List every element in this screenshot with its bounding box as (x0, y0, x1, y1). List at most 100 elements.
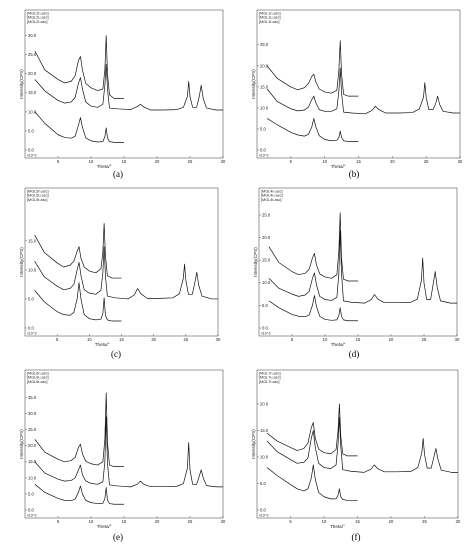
x-tick-label: 15 (356, 337, 361, 342)
y-tick-label: 25.0 (28, 427, 37, 432)
x-tick-label: 10 (322, 159, 327, 164)
series-line (266, 118, 359, 142)
y-axis-title: Intensity(CPS) (253, 247, 258, 277)
series-line (34, 484, 124, 505)
y-tick-label: 20.0 (260, 63, 269, 68)
y-tick-label: 20.0 (28, 443, 37, 448)
x-tick-label: 20 (389, 519, 394, 524)
x-tick-label: 20 (155, 159, 160, 164)
panel-label: (b) (349, 169, 360, 179)
x-tick-label: 15 (355, 519, 360, 524)
x-tick-label: 5 (57, 159, 60, 164)
x-tick-label: 5 (57, 519, 60, 524)
y-tick-label: 0.0 (260, 507, 266, 512)
y-tick-label: 30.0 (28, 33, 37, 38)
series-line (34, 246, 218, 300)
y-tick-label: 15.0 (260, 428, 269, 433)
y-tick-label: 20.0 (262, 235, 271, 240)
y-axis-title: Intensity(CPS) (19, 247, 24, 277)
y-tick-label: 30.0 (28, 411, 37, 416)
legend-entry: [MGL7u.asc] (259, 376, 281, 380)
plot-frame (258, 187, 458, 337)
y-tick-label: 0.0 (28, 507, 34, 512)
x-tick-label: 5 (289, 519, 292, 524)
y-tick-label: 5.0 (260, 481, 266, 486)
y-tick-label: 0.0 (260, 147, 266, 152)
x-tick-label: 15 (122, 519, 127, 524)
y-tick-label: 20.0 (260, 401, 269, 406)
y-tick-label: 10.0 (260, 454, 269, 459)
x-tick-label: 20 (155, 519, 160, 524)
chart-panel: [MGL7n.asc][MGL7u.asc][MGL7t.asc] 0.0 5.0 1… (251, 369, 461, 529)
x-tick-label: 5 (291, 337, 294, 342)
chart-panel: [MGL5n.asc][MGL5u.asc][MGL5t.asc] 0.0 5.0 1… (19, 187, 221, 347)
x-axis-title: Theta/° (331, 342, 346, 347)
x-axis-title: Theta/° (97, 164, 112, 169)
y-axis-title: Intensity(CPS) (251, 429, 256, 459)
series-line (34, 35, 124, 99)
panel-label: (e) (113, 532, 123, 542)
series-line (266, 464, 358, 501)
scale-note: x10^3 (27, 332, 36, 336)
x-tick-label: 15 (122, 159, 127, 164)
plot-frame (24, 187, 219, 337)
legend-entry: [MGL6t.asc] (27, 380, 47, 384)
y-tick-label: 10.0 (28, 475, 37, 480)
y-tick-label: 15.0 (262, 258, 271, 263)
series-line (34, 416, 223, 488)
x-tick-label: 25 (422, 337, 427, 342)
legend-entry: [MGL4t.asc] (261, 198, 281, 202)
y-tick-label: 5.0 (28, 296, 34, 301)
scale-note: x10^3 (259, 514, 268, 518)
y-tick-label: 0.0 (262, 325, 268, 330)
y-tick-label: 25.0 (262, 212, 271, 217)
y-tick-label: 15.0 (260, 84, 269, 89)
legend-entry: [MGL4u.asc] (261, 194, 283, 198)
x-tick-label: 10 (89, 519, 94, 524)
x-tick-label: 25 (188, 519, 193, 524)
legend-entry: [MGL1n.asc] (259, 12, 281, 16)
panel-label: (d) (349, 349, 360, 359)
scale-note: x10^3 (27, 154, 36, 158)
y-tick-label: 25.0 (28, 52, 37, 57)
series-line (34, 223, 122, 279)
series-line (34, 282, 122, 322)
series-line (266, 40, 359, 97)
series-line (268, 295, 358, 322)
x-axis-title: Theta/° (330, 524, 345, 529)
series-line (266, 403, 358, 457)
y-tick-label: 5.0 (28, 491, 34, 496)
legend-entry: [MGL1u.asc] (259, 16, 281, 20)
chart-panel: [MGL6n.asc][MGL6u.asc][MGL6t.asc] 0.0 5.0 1… (19, 369, 226, 529)
series-line (266, 67, 460, 115)
scale-note: x10^3 (261, 332, 270, 336)
x-tick-label: 15 (356, 159, 361, 164)
plot-frame (256, 9, 461, 159)
y-tick-label: 10.0 (262, 280, 271, 285)
x-tick-label: 20 (390, 159, 395, 164)
plot-frame (256, 369, 459, 519)
y-tick-label: 15.0 (28, 238, 37, 243)
y-tick-label: 10.0 (260, 105, 269, 110)
y-tick-label: 35.0 (28, 395, 37, 400)
series-line (268, 230, 457, 304)
y-axis-title: Intensity(CPS) (19, 69, 24, 99)
legend-entry: [MGL2n.asc] (27, 12, 49, 16)
y-axis-title: Intensity(CPS) (251, 69, 256, 99)
legend-entry: [MGL4n.asc] (261, 190, 283, 194)
y-tick-label: 20.0 (28, 71, 37, 76)
legend-entry: [MGL6n.asc] (27, 372, 49, 376)
plot-frame (24, 369, 224, 519)
scale-note: x10^3 (27, 514, 36, 518)
x-tick-label: 15 (119, 337, 124, 342)
x-tick-label: 25 (424, 159, 429, 164)
scale-note: x10^3 (259, 154, 268, 158)
x-tick-label: 10 (89, 159, 94, 164)
panel-label: (a) (113, 169, 123, 179)
legend-entry: [MGL5n.asc] (27, 190, 49, 194)
y-tick-label: 0.0 (28, 147, 34, 152)
series-line (266, 416, 458, 473)
x-tick-label: 30 (221, 159, 226, 164)
x-tick-label: 25 (188, 159, 193, 164)
x-tick-label: 20 (389, 337, 394, 342)
